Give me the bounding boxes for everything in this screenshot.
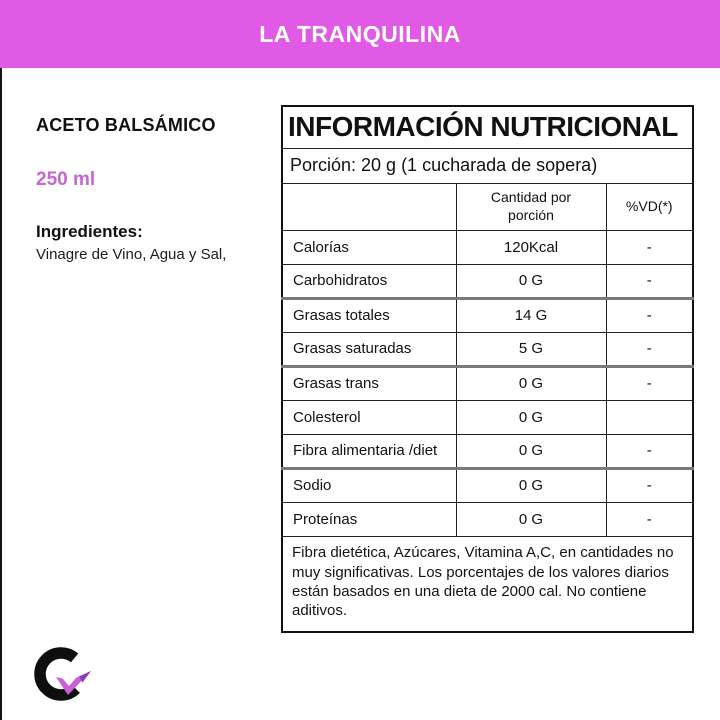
ingredients-text: Vinagre de Vino, Agua y Sal,	[36, 246, 227, 263]
nutrient-label: Grasas totales	[281, 297, 457, 333]
nutrient-row: Fibra alimentaria /diet 0 G-	[281, 433, 694, 470]
col-header-empty	[281, 182, 457, 231]
nutrient-vd: -	[605, 501, 694, 537]
portion-info: Porción: 20 g (1 cucharada de sopera)	[281, 147, 694, 184]
logo-letter-c	[34, 647, 88, 701]
nutrient-amount: 0 G	[455, 399, 607, 435]
nutrient-amount: 0 G	[455, 263, 607, 300]
nutrient-amount: 5 G	[455, 331, 607, 368]
left-edge-line	[0, 68, 2, 720]
nutrient-row: Colesterol 0 G	[281, 399, 694, 435]
nutrient-label: Colesterol	[281, 399, 457, 435]
brand-banner: LA TRANQUILINA	[0, 0, 720, 68]
nutrient-amount: 14 G	[455, 297, 607, 333]
col-header-amount: Cantidad por porción	[455, 182, 607, 231]
nutrient-row: Grasas totales 14 G-	[281, 297, 694, 333]
column-header-row: Cantidad por porción %VD(*)	[281, 182, 694, 231]
nutrient-amount: 120Kcal	[455, 229, 607, 265]
nutrient-row: Carbohidratos 0 G-	[281, 263, 694, 300]
table-title-row: INFORMACIÓN NUTRICIONAL	[281, 105, 694, 149]
portion-row: Porción: 20 g (1 cucharada de sopera)	[281, 147, 694, 184]
nutrient-row: Sodio 0 G-	[281, 467, 694, 503]
brand-title: LA TRANQUILINA	[259, 20, 461, 47]
nutrient-row: Proteínas 0 G-	[281, 501, 694, 537]
nutrient-label: Proteínas	[281, 501, 457, 537]
product-volume: 250 ml	[36, 169, 96, 190]
nutrient-label: Fibra alimentaria /diet	[281, 433, 457, 470]
nutrient-label: Grasas trans	[281, 365, 457, 401]
nutrient-row: Grasas trans 0 G-	[281, 365, 694, 401]
nutrient-vd: -	[605, 467, 694, 503]
nutrient-vd: -	[605, 229, 694, 265]
nutrient-amount: 0 G	[455, 501, 607, 537]
footnote-row: Fibra dietética, Azúcares, Vitamina A,C,…	[281, 535, 694, 633]
nutrient-amount: 0 G	[455, 365, 607, 401]
nutrient-label: Carbohidratos	[281, 263, 457, 300]
nutrient-amount: 0 G	[455, 433, 607, 470]
nutrient-label: Calorías	[281, 229, 457, 265]
nutrient-label: Grasas saturadas	[281, 331, 457, 368]
nutrition-table: INFORMACIÓN NUTRICIONAL Porción: 20 g (1…	[281, 105, 695, 633]
nutrient-amount: 0 G	[455, 467, 607, 503]
nutrient-row: Calorías 120Kcal -	[281, 229, 694, 265]
nutrient-row: Grasas saturadas 5 G-	[281, 331, 694, 368]
nutrient-vd: -	[605, 297, 694, 333]
nutrient-vd: -	[605, 331, 694, 368]
col-header-vd: %VD(*)	[605, 182, 694, 231]
product-name: ACETO BALSÁMICO	[36, 115, 216, 135]
check-tip-accent	[79, 671, 91, 683]
nutrient-label: Sodio	[281, 467, 457, 503]
table-title: INFORMACIÓN NUTRICIONAL	[281, 105, 694, 149]
nutrient-vd: -	[605, 263, 694, 300]
product-info-panel: ACETO BALSÁMICO 250 ml Ingredientes: Vin…	[36, 115, 271, 263]
ingredients-label: Ingredientes:	[36, 222, 143, 241]
nutrient-vd	[605, 399, 694, 435]
nutrition-rows: Calorías 120Kcal - Carbohidratos 0 G - Grasas …	[281, 229, 694, 537]
footnote: Fibra dietética, Azúcares, Vitamina A,C,…	[281, 535, 694, 633]
nutrient-vd: -	[605, 365, 694, 401]
nutrient-vd: -	[605, 433, 694, 470]
brand-logo	[34, 647, 91, 701]
